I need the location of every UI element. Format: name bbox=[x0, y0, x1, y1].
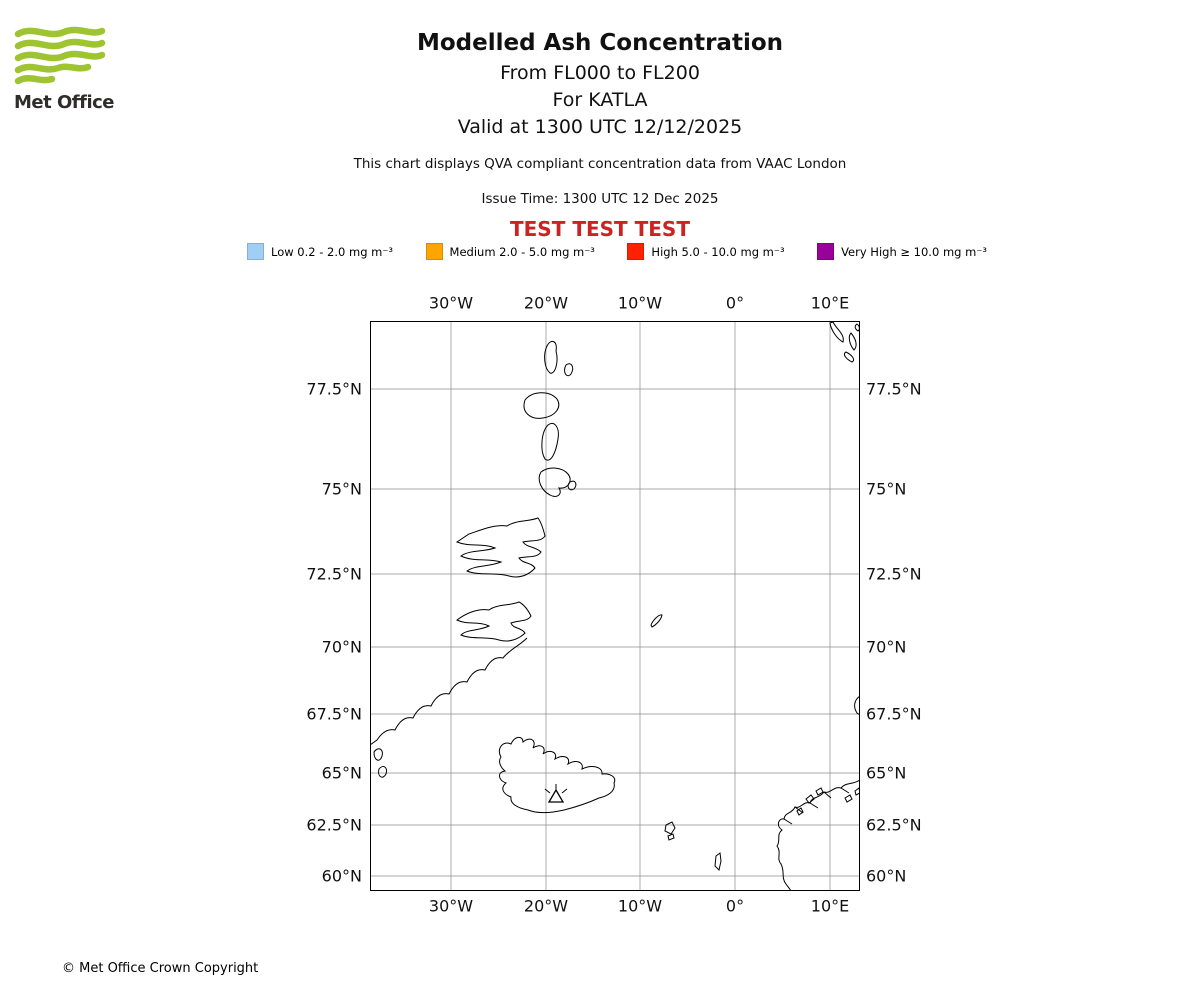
lat-label-right-65n: 65°N bbox=[866, 763, 907, 783]
met-office-logo: Met Office bbox=[14, 26, 124, 113]
coastline-greenland bbox=[370, 340, 577, 778]
issue-time: Issue Time: 1300 UTC 12 Dec 2025 bbox=[481, 191, 719, 207]
lat-label-left-70n: 70°N bbox=[321, 637, 362, 657]
lat-label-right-72-5n: 72.5°N bbox=[866, 564, 922, 584]
map-border bbox=[370, 321, 860, 891]
lon-label-bottom-30w: 30°W bbox=[428, 896, 474, 916]
legend-item-medium: Medium 2.0 - 5.0 mg m⁻³ bbox=[425, 243, 595, 260]
coastline-faroe-islands bbox=[664, 821, 676, 841]
lat-label-left-62-5n: 62.5°N bbox=[306, 815, 362, 835]
legend-label-medium: Medium 2.0 - 5.0 mg m⁻³ bbox=[449, 244, 595, 259]
legend-swatch-high bbox=[627, 243, 645, 260]
qva-description: This chart displays QVA compliant concen… bbox=[353, 156, 847, 172]
logo-wordmark: Met Office bbox=[14, 92, 115, 113]
legend-item-low: Low 0.2 - 2.0 mg m⁻³ bbox=[247, 243, 393, 260]
lon-label-top-0: 0° bbox=[725, 293, 745, 313]
legend-item-very-high: Very High ≥ 10.0 mg m⁻³ bbox=[817, 243, 987, 260]
copyright-notice: © Met Office Crown Copyright bbox=[62, 961, 259, 976]
valid-time-line: Valid at 1300 UTC 12/12/2025 bbox=[457, 116, 743, 138]
page-title: Modelled Ash Concentration bbox=[416, 30, 784, 56]
lon-label-top-30w: 30°W bbox=[428, 293, 474, 313]
lon-label-bottom-10w: 10°W bbox=[617, 896, 663, 916]
graticule-gridlines bbox=[370, 321, 860, 891]
legend-label-low: Low 0.2 - 2.0 mg m⁻³ bbox=[271, 244, 394, 259]
legend-item-high: High 5.0 - 10.0 mg m⁻³ bbox=[627, 243, 785, 260]
test-banner: TEST TEST TEST bbox=[510, 217, 690, 241]
lat-label-right-77-5n: 77.5°N bbox=[866, 379, 922, 399]
lon-label-top-20w: 20°W bbox=[523, 293, 569, 313]
legend-label-very-high: Very High ≥ 10.0 mg m⁻³ bbox=[841, 244, 987, 259]
coastline-jan-mayen bbox=[650, 614, 663, 628]
lon-label-top-10w: 10°W bbox=[617, 293, 663, 313]
lat-label-right-60n: 60°N bbox=[866, 866, 907, 886]
header: Modelled Ash Concentration From FL000 to… bbox=[0, 30, 1200, 241]
legend-swatch-low bbox=[247, 243, 264, 260]
volcano-line: For KATLA bbox=[552, 89, 648, 111]
lat-label-right-75n: 75°N bbox=[866, 479, 907, 499]
lon-label-top-10e: 10°E bbox=[810, 293, 850, 313]
lat-label-right-70n: 70°N bbox=[866, 637, 907, 657]
lat-label-left-65n: 65°N bbox=[321, 763, 362, 783]
lon-label-bottom-10e: 10°E bbox=[810, 896, 850, 916]
coastline-iceland bbox=[498, 736, 616, 814]
legend-label-high: High 5.0 - 10.0 mg m⁻³ bbox=[651, 244, 785, 259]
legend-swatch-medium bbox=[425, 243, 443, 260]
coastline-svalbard bbox=[829, 321, 860, 363]
lat-label-right-62-5n: 62.5°N bbox=[866, 815, 922, 835]
lon-label-bottom-20w: 20°W bbox=[523, 896, 569, 916]
lat-label-left-75n: 75°N bbox=[321, 479, 362, 499]
volcano-marker bbox=[544, 784, 568, 803]
map-canvas bbox=[370, 321, 860, 891]
lat-label-right-67-5n: 67.5°N bbox=[866, 704, 922, 724]
lon-label-bottom-0: 0° bbox=[725, 896, 745, 916]
coastline-shetland bbox=[714, 852, 722, 871]
coastline-norway bbox=[776, 695, 860, 891]
logo-waves-icon bbox=[14, 26, 106, 85]
lat-label-left-77-5n: 77.5°N bbox=[306, 379, 362, 399]
flight-levels-line: From FL000 to FL200 bbox=[500, 62, 700, 84]
legend-swatch-very-high bbox=[817, 243, 835, 260]
legend: Low 0.2 - 2.0 mg m⁻³ Medium 2.0 - 5.0 mg… bbox=[247, 243, 987, 260]
lat-label-left-60n: 60°N bbox=[321, 866, 362, 886]
lat-label-left-72-5n: 72.5°N bbox=[306, 564, 362, 584]
lat-label-left-67-5n: 67.5°N bbox=[306, 704, 362, 724]
